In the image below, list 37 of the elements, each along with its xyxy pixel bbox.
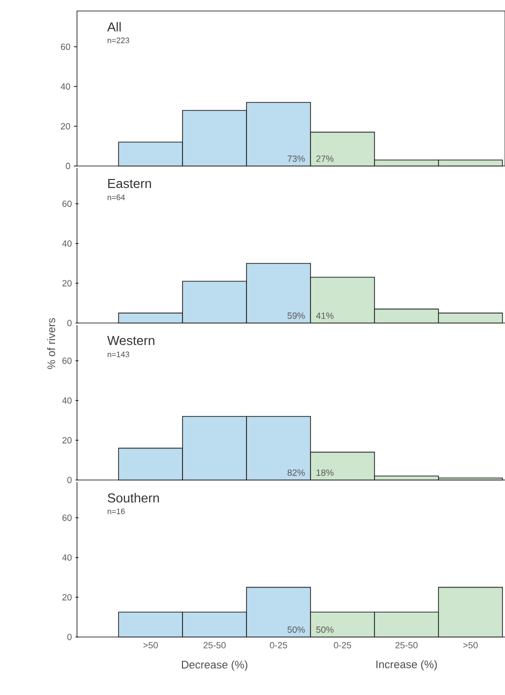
x-tick-label: 25-50 (395, 642, 418, 648)
annotation: 27% (316, 155, 334, 162)
y-tick-label: 20 (62, 437, 72, 444)
y-tick-label: 40 (62, 397, 72, 404)
y-tick-label: 0 (67, 320, 72, 326)
text: Southern (108, 493, 159, 503)
y-tick-label: 20 (62, 594, 72, 600)
y-tick-label: 60 (62, 358, 72, 364)
y-tick-label: 0 (66, 162, 70, 170)
x-tick-label: 0-25 (334, 642, 352, 648)
annotation: 82% (288, 469, 305, 476)
y-tick-label: 40 (62, 240, 72, 247)
text: All (107, 22, 121, 32)
y-tick-label: 40 (60, 83, 70, 90)
y-tick-label: 60 (62, 200, 72, 207)
y-tick-label: 60 (62, 514, 72, 521)
annotation: 59% (288, 312, 305, 319)
y-tick-label: 0 (67, 476, 72, 484)
y-tick-label: 40 (62, 554, 72, 561)
annotation: 50% (316, 626, 334, 633)
text: Western (107, 336, 154, 346)
annotation: 73% (288, 155, 305, 162)
x-tick-label: >50 (143, 642, 158, 648)
x-tick-label: >50 (463, 642, 478, 648)
x-tick-label: 0-25 (270, 642, 288, 648)
y-tick-label: 20 (62, 280, 72, 286)
annotation: 41% (316, 312, 334, 319)
annotation: 50% (288, 626, 305, 633)
y-tick-label: 0 (67, 634, 72, 640)
y-axis-title: % of rivers (47, 318, 56, 370)
text: Eastern (108, 179, 151, 188)
x-axis-title: Decrease (%) (182, 660, 248, 671)
text: Increase (%) (376, 660, 437, 670)
x-tick-label: 25-50 (204, 642, 226, 648)
y-tick-label: 60 (60, 44, 70, 50)
y-tick-label: 20 (60, 123, 70, 130)
annotation: 18% (316, 469, 334, 476)
